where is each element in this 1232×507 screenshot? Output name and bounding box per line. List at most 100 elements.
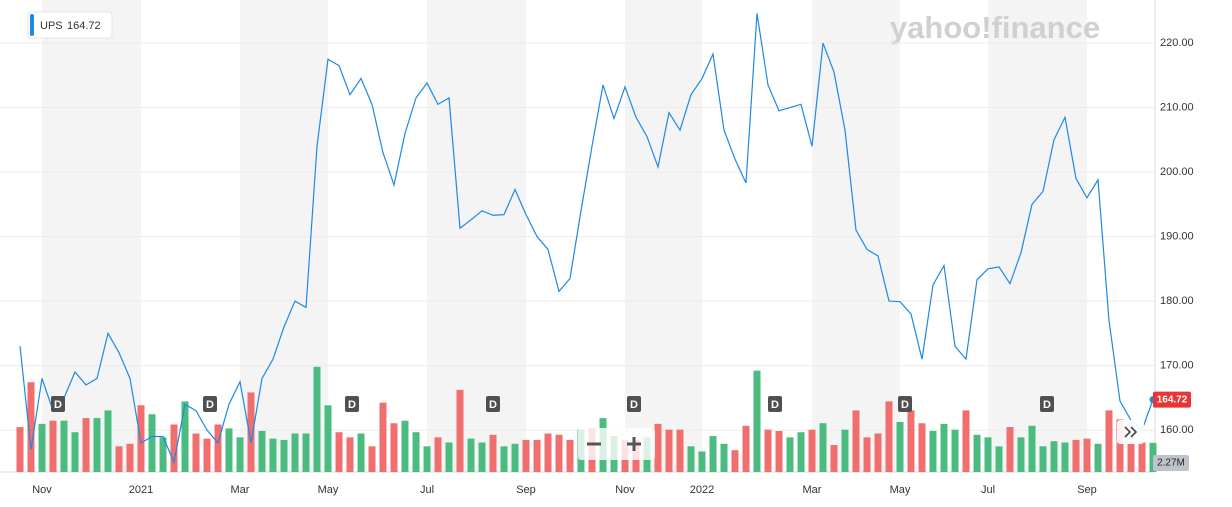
volume-bar xyxy=(830,445,838,472)
legend-value: 164.72 xyxy=(67,20,101,32)
volume-bar xyxy=(181,401,189,472)
volume-bar xyxy=(390,423,398,472)
volume-bar xyxy=(71,432,79,472)
volume-bar xyxy=(1028,425,1036,472)
volume-bar xyxy=(412,432,420,472)
volume-bar xyxy=(27,382,35,472)
volume-bar xyxy=(1105,410,1113,472)
volume-bar xyxy=(368,446,376,472)
volume-bar xyxy=(687,446,695,472)
price-tag xyxy=(1153,391,1191,408)
volume-bar xyxy=(918,423,926,472)
volume-bar xyxy=(478,442,486,472)
volume-bar xyxy=(973,434,981,472)
volume-bar xyxy=(379,402,387,472)
volume-bar xyxy=(797,432,805,472)
volume-bar xyxy=(1138,442,1146,472)
volume-bar xyxy=(654,423,662,472)
dividend-label: D xyxy=(630,399,638,411)
volume-bar xyxy=(247,392,255,472)
volume-bar xyxy=(819,423,827,472)
dividend-label: D xyxy=(206,399,214,411)
y-tick-label: 170.00 xyxy=(1160,359,1194,371)
volume-bar xyxy=(269,438,277,472)
volume-bar xyxy=(533,439,541,472)
month-band xyxy=(42,0,141,472)
x-tick-label: May xyxy=(318,484,339,496)
price-line xyxy=(19,13,1154,465)
y-tick-label: 190.00 xyxy=(1160,230,1194,242)
x-tick-label: Nov xyxy=(615,484,635,496)
volume-bar xyxy=(753,370,761,472)
dividend-label: D xyxy=(348,399,356,411)
volume-tag-label: 2.27M xyxy=(1157,458,1185,469)
dividend-badge xyxy=(1040,396,1054,412)
dividend-badge xyxy=(627,396,641,412)
x-tick-label: May xyxy=(890,484,911,496)
volume-bar xyxy=(907,410,915,472)
volume-bar xyxy=(236,437,244,472)
dividend-label: D xyxy=(1043,399,1051,411)
dividend-badge xyxy=(898,396,912,412)
volume-bar xyxy=(1083,438,1091,472)
zoom-in[interactable] xyxy=(627,437,641,451)
y-tick-label: 210.00 xyxy=(1160,101,1194,113)
volume-bar xyxy=(885,401,893,472)
volume-bar xyxy=(280,439,288,472)
volume-bar xyxy=(148,414,156,472)
volume-bar xyxy=(192,433,200,472)
volume-bar xyxy=(984,437,992,472)
legend-swatch xyxy=(30,14,34,36)
volume-bar xyxy=(841,429,849,472)
volume-bar xyxy=(137,405,145,472)
volume-bar xyxy=(786,437,794,472)
volume-bar xyxy=(775,430,783,472)
volume-bar xyxy=(1017,437,1025,472)
volume-bar xyxy=(456,389,464,472)
volume-bar xyxy=(1116,419,1124,472)
volume-bar xyxy=(764,429,772,472)
month-band xyxy=(240,0,328,472)
x-tick-label: Mar xyxy=(231,484,250,496)
volume-bar xyxy=(808,429,816,472)
volume-bar xyxy=(324,405,332,472)
x-tick-label: Jul xyxy=(981,484,995,496)
volume-bar xyxy=(720,443,728,472)
volume-bar xyxy=(896,421,904,472)
dividend-badge xyxy=(768,396,782,412)
month-band xyxy=(427,0,526,472)
dividend-label: D xyxy=(771,399,779,411)
volume-bar xyxy=(225,428,233,472)
dividend-label: D xyxy=(489,399,497,411)
zoom-controls[interactable] xyxy=(578,428,655,460)
y-tick-label: 220.00 xyxy=(1160,37,1194,49)
volume-bar xyxy=(104,410,112,472)
volume-bar xyxy=(522,439,530,472)
volume-bar xyxy=(1061,442,1069,472)
y-tick-label: 160.00 xyxy=(1160,424,1194,436)
x-tick-label: Sep xyxy=(516,484,536,496)
volume-bar xyxy=(115,446,123,472)
volume-bar xyxy=(401,420,409,472)
volume-bar xyxy=(423,446,431,472)
volume-bar xyxy=(126,443,134,472)
volume-bar xyxy=(93,418,101,472)
volume-bar xyxy=(16,427,24,472)
volume-bar xyxy=(302,433,310,472)
volume-bar xyxy=(698,451,706,472)
month-band xyxy=(812,0,900,472)
y-tick-label: 200.00 xyxy=(1160,166,1194,178)
dividend-badge xyxy=(51,396,65,412)
background xyxy=(42,0,1087,472)
volume-bar xyxy=(1072,439,1080,472)
volume-bar xyxy=(940,423,948,472)
volume-bar xyxy=(874,433,882,472)
volume-bar xyxy=(709,436,717,472)
volume-bar xyxy=(214,424,222,472)
volume-bar xyxy=(82,418,90,472)
volume-bar xyxy=(1094,443,1102,472)
legend-name: UPS xyxy=(40,20,63,32)
volume-bar xyxy=(434,437,442,472)
volume-bar xyxy=(357,433,365,472)
